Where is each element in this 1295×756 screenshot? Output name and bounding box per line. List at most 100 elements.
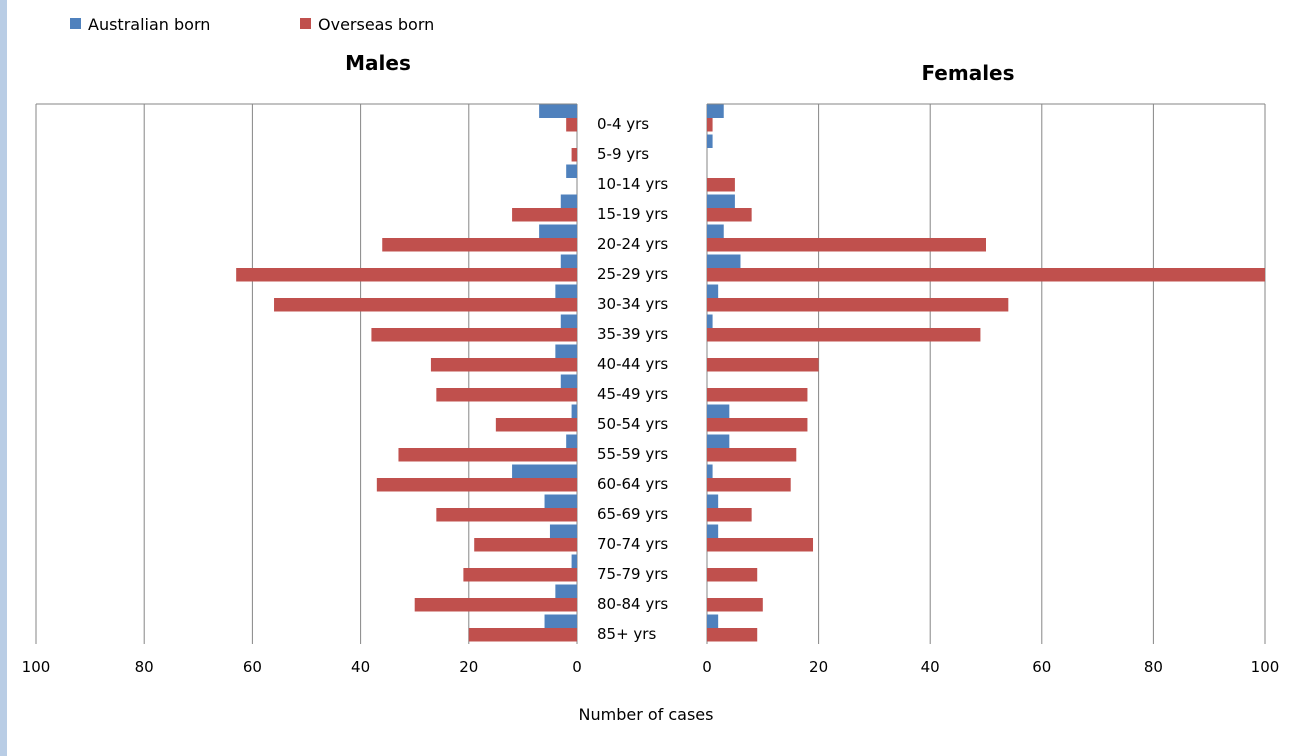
- female-overseas-born-bar: [707, 178, 735, 192]
- male-australian-born-bar: [560, 374, 577, 388]
- age-group-label: 10-14 yrs: [597, 175, 668, 193]
- female-overseas-born-bar: [707, 418, 808, 432]
- female-overseas-born-bar: [707, 448, 797, 462]
- female-x-tick-label: 60: [1032, 658, 1051, 676]
- male-australian-born-bar: [560, 254, 577, 268]
- left-border-strip: [0, 0, 7, 756]
- female-overseas-born-bar: [707, 298, 1009, 312]
- female-overseas-born-bar: [707, 628, 758, 642]
- female-x-tick-label: 100: [1251, 658, 1280, 676]
- male-x-tick-label: 60: [243, 658, 262, 676]
- age-group-label: 60-64 yrs: [597, 475, 668, 493]
- male-overseas-born-bar: [376, 478, 577, 492]
- age-group-label: 20-24 yrs: [597, 235, 668, 253]
- male-australian-born-bar: [571, 404, 577, 418]
- male-overseas-born-bar: [398, 448, 577, 462]
- age-group-label: 15-19 yrs: [597, 205, 668, 223]
- female-australian-born-bar: [707, 254, 741, 268]
- female-australian-born-bar: [707, 314, 713, 328]
- legend-overseas-born-swatch: [300, 18, 311, 29]
- male-x-tick-label: 20: [459, 658, 478, 676]
- female-overseas-born-bar: [707, 388, 808, 402]
- female-australian-born-bar: [707, 494, 719, 508]
- male-overseas-born-bar: [436, 508, 577, 522]
- x-axis-label: Number of cases: [579, 705, 714, 724]
- female-australian-born-bar: [707, 434, 730, 448]
- legend-australian-born-swatch: [70, 18, 81, 29]
- age-group-label: 55-59 yrs: [597, 445, 668, 463]
- male-x-tick-label: 40: [351, 658, 370, 676]
- male-australian-born-bar: [544, 614, 577, 628]
- male-australian-born-bar: [571, 554, 577, 568]
- male-overseas-born-bar: [474, 538, 577, 552]
- males-panel-title: Males: [345, 51, 411, 75]
- male-australian-born-bar: [560, 314, 577, 328]
- age-group-label: 30-34 yrs: [597, 295, 668, 313]
- male-overseas-born-bar: [468, 628, 577, 642]
- male-overseas-born-bar: [436, 388, 577, 402]
- female-x-tick-label: 40: [921, 658, 940, 676]
- age-group-label: 40-44 yrs: [597, 355, 668, 373]
- age-group-label: 50-54 yrs: [597, 415, 668, 433]
- age-group-label: 85+ yrs: [597, 625, 656, 643]
- female-overseas-born-bar: [707, 118, 713, 132]
- male-australian-born-bar: [560, 194, 577, 208]
- male-x-tick-label: 100: [22, 658, 51, 676]
- male-australian-born-bar: [539, 224, 577, 238]
- male-overseas-born-bar: [495, 418, 577, 432]
- age-group-label: 5-9 yrs: [597, 145, 649, 163]
- age-group-label: 0-4 yrs: [597, 115, 649, 133]
- male-australian-born-bar: [539, 104, 577, 118]
- male-overseas-born-bar: [371, 328, 577, 342]
- female-overseas-born-bar: [707, 328, 981, 342]
- female-australian-born-bar: [707, 194, 735, 208]
- male-overseas-born-bar: [274, 298, 577, 312]
- male-overseas-born-bar: [571, 148, 577, 162]
- male-australian-born-bar: [512, 464, 577, 478]
- age-group-label: 75-79 yrs: [597, 565, 668, 583]
- male-australian-born-bar: [566, 164, 577, 178]
- female-overseas-born-bar: [707, 598, 763, 612]
- female-australian-born-bar: [707, 224, 724, 238]
- male-x-tick-label: 80: [135, 658, 154, 676]
- legend-overseas-born-label: Overseas born: [318, 15, 434, 34]
- male-overseas-born-bar: [566, 118, 577, 132]
- female-overseas-born-bar: [707, 508, 752, 522]
- female-overseas-born-bar: [707, 538, 814, 552]
- male-overseas-born-bar: [463, 568, 577, 582]
- male-australian-born-bar: [555, 284, 577, 298]
- male-overseas-born-bar: [512, 208, 577, 222]
- male-x-tick-label: 0: [572, 658, 582, 676]
- age-group-label: 65-69 yrs: [597, 505, 668, 523]
- male-australian-born-bar: [555, 584, 577, 598]
- female-australian-born-bar: [707, 284, 719, 298]
- legend-australian-born-label: Australian born: [88, 15, 210, 34]
- female-australian-born-bar: [707, 614, 719, 628]
- male-australian-born-bar: [555, 344, 577, 358]
- female-x-tick-label: 20: [809, 658, 828, 676]
- male-australian-born-bar: [549, 524, 577, 538]
- female-australian-born-bar: [707, 464, 713, 478]
- male-australian-born-bar: [544, 494, 577, 508]
- age-group-label: 45-49 yrs: [597, 385, 668, 403]
- male-overseas-born-bar: [414, 598, 577, 612]
- age-group-label: 70-74 yrs: [597, 535, 668, 553]
- age-group-label: 80-84 yrs: [597, 595, 668, 613]
- male-overseas-born-bar: [236, 268, 578, 282]
- female-overseas-born-bar: [707, 238, 986, 252]
- female-x-tick-label: 80: [1144, 658, 1163, 676]
- male-overseas-born-bar: [430, 358, 577, 372]
- male-australian-born-bar: [566, 434, 577, 448]
- female-x-tick-label: 0: [702, 658, 712, 676]
- female-overseas-born-bar: [707, 478, 791, 492]
- female-overseas-born-bar: [707, 268, 1265, 282]
- female-overseas-born-bar: [707, 358, 819, 372]
- female-australian-born-bar: [707, 104, 724, 118]
- female-australian-born-bar: [707, 404, 730, 418]
- females-panel-title: Females: [921, 61, 1014, 85]
- age-group-label: 35-39 yrs: [597, 325, 668, 343]
- female-australian-born-bar: [707, 134, 713, 148]
- male-overseas-born-bar: [382, 238, 577, 252]
- female-overseas-born-bar: [707, 568, 758, 582]
